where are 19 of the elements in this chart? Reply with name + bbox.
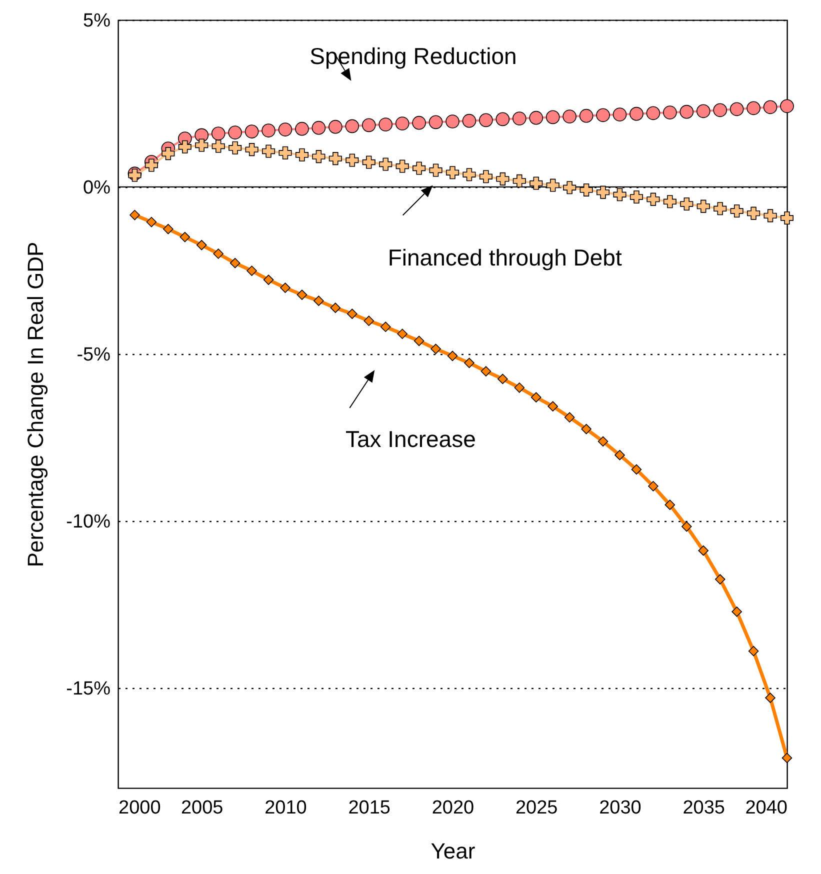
- x-tick-label: 2025: [515, 798, 558, 818]
- x-tick-label: 2010: [264, 798, 307, 818]
- x-tick-label: 2035: [682, 798, 726, 818]
- x-tick-label: 2040: [745, 798, 788, 818]
- legend-label: Tax Increase: [345, 426, 476, 452]
- x-tick-label: 2015: [348, 798, 391, 818]
- x-axis-title: Year: [430, 838, 476, 864]
- series-label: Spending Reduction: [310, 42, 517, 69]
- x-tick-label: 2030: [599, 798, 642, 818]
- series-label: Financed through Debt: [388, 244, 622, 270]
- y-tick-label: 5%: [83, 10, 111, 32]
- y-tick-label: -10%: [66, 511, 111, 532]
- y-axis-title: Percentage Change In Real GDP: [23, 242, 48, 568]
- x-tick-label: 2000: [118, 798, 161, 818]
- x-tick-label: 2020: [432, 798, 474, 818]
- x-tick-label: 2005: [180, 798, 224, 818]
- y-tick-label: -15%: [66, 678, 111, 700]
- y-tick-label: 0%: [83, 177, 111, 198]
- y-tick-label: -5%: [76, 344, 111, 366]
